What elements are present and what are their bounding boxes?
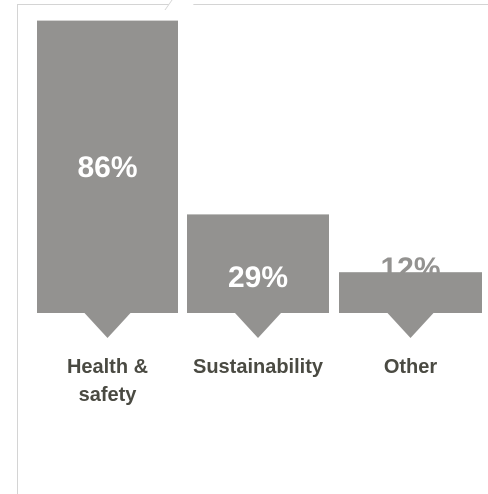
category-label-2: Other: [384, 356, 438, 378]
category-label-0: Health & safety: [67, 356, 148, 406]
chart-frame: [17, 0, 488, 494]
bar-2: [339, 272, 482, 313]
value-label-0: 86%: [77, 151, 137, 184]
bar-0: [37, 20, 178, 313]
value-label-2: 12%: [380, 252, 440, 285]
bar-pointer-0: [84, 313, 131, 338]
bar-pointer-2: [387, 313, 434, 338]
bar-1: [187, 214, 329, 313]
value-label-1: 29%: [228, 261, 288, 294]
category-label-1: Sustainability: [193, 356, 324, 378]
bar-pointer-1: [235, 313, 281, 338]
